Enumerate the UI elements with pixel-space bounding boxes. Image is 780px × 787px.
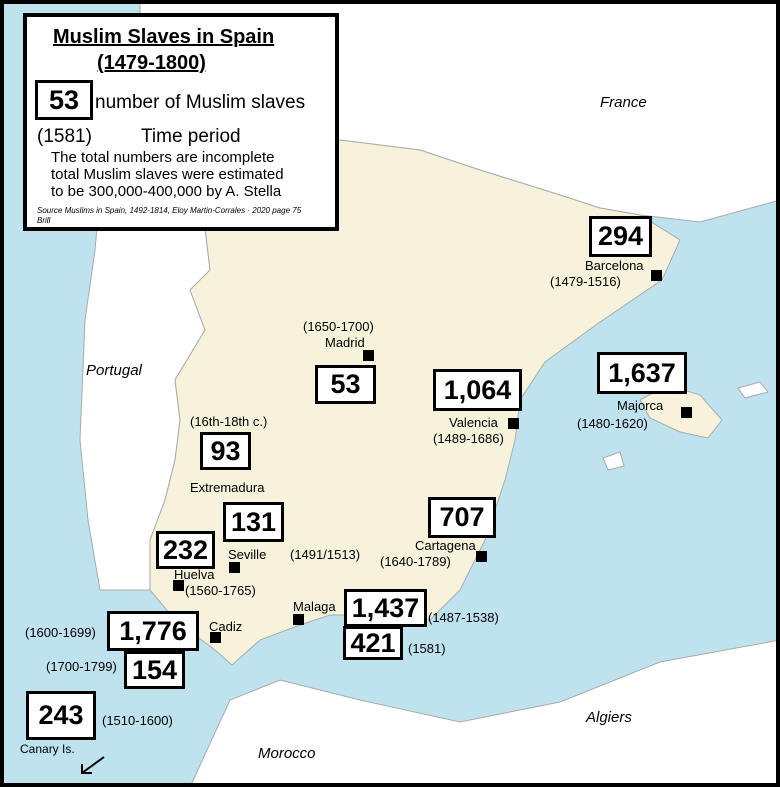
period: (1560-1765) xyxy=(185,583,256,598)
minorca-island xyxy=(737,381,769,399)
count-box: 1,437 xyxy=(344,589,427,627)
city-marker xyxy=(173,580,184,591)
africa xyxy=(189,639,780,787)
place-name: Malaga xyxy=(293,599,336,614)
count-box: 421 xyxy=(343,626,403,660)
place-name: Seville xyxy=(228,547,267,562)
arrow xyxy=(81,756,105,774)
legend-source: Brill xyxy=(37,216,51,225)
count-box: 154 xyxy=(124,651,185,689)
count-box: 232 xyxy=(156,531,215,569)
place-name: Extremadura xyxy=(190,480,265,495)
place-name: Madrid xyxy=(325,335,365,350)
city-marker xyxy=(508,418,519,429)
count-box: 294 xyxy=(589,216,652,257)
city-marker xyxy=(210,632,221,643)
place-name: Cartagena xyxy=(415,538,476,553)
legend-note: total Muslim slaves were estimated xyxy=(51,166,284,183)
period: (1480-1620) xyxy=(577,416,648,431)
period: (16th-18th c.) xyxy=(190,414,268,429)
count-box: 93 xyxy=(200,432,251,470)
place-name: Cadiz xyxy=(209,619,243,634)
city-marker xyxy=(651,270,662,281)
count-box: 1,637 xyxy=(597,352,687,394)
legend: Muslim Slaves in Spain (1479-1800) 53 nu… xyxy=(23,13,339,231)
period: (1700-1799) xyxy=(46,659,117,674)
legend-title: Muslim Slaves in Spain xyxy=(53,26,275,48)
period: (1600-1699) xyxy=(25,625,96,640)
period: (1581) xyxy=(408,641,446,656)
period: (1489-1686) xyxy=(433,431,504,446)
place-name: Valencia xyxy=(449,415,498,430)
count-box: 1,776 xyxy=(107,611,199,651)
country-label: Algiers xyxy=(586,709,632,726)
count-box: 53 xyxy=(315,365,376,404)
period: (1487-1538) xyxy=(428,610,499,625)
place-name: Canary Is. xyxy=(20,742,75,756)
country-label: Morocco xyxy=(258,745,316,762)
arrow-head xyxy=(81,764,92,774)
count-box: 707 xyxy=(428,497,496,538)
period: (1491/1513) xyxy=(290,547,361,562)
place-name: Majorca xyxy=(617,398,664,413)
place-name: Barcelona xyxy=(585,258,644,273)
city-marker xyxy=(363,350,374,361)
period: (1650-1700) xyxy=(303,319,374,334)
legend-source: Source Muslims in Spain, 1492-1814, Eloy… xyxy=(37,206,302,215)
count-box: 243 xyxy=(26,691,96,740)
city-marker xyxy=(293,614,304,625)
legend-count-caption: number of Muslim slaves xyxy=(95,92,306,113)
count-box: 1,064 xyxy=(433,369,522,411)
period: (1640-1789) xyxy=(380,554,451,569)
legend-subtitle: (1479-1800) xyxy=(97,52,206,74)
legend-period: (1581) xyxy=(37,126,92,147)
legend-period-caption: Time period xyxy=(141,126,241,147)
city-marker xyxy=(476,551,487,562)
city-marker xyxy=(681,407,692,418)
city-marker xyxy=(229,562,240,573)
count-box: 131 xyxy=(223,502,284,542)
country-label: France xyxy=(600,94,647,111)
ibiza-island xyxy=(602,451,625,471)
country-label: Portugal xyxy=(86,362,142,379)
period: (1510-1600) xyxy=(102,713,173,728)
period: (1479-1516) xyxy=(550,274,621,289)
legend-note: to be 300,000-400,000 by A. Stella xyxy=(51,183,282,200)
legend-note: The total numbers are incomplete xyxy=(51,149,275,166)
legend-count-box: 53 xyxy=(35,80,93,120)
place-name: Huelva xyxy=(174,567,215,582)
